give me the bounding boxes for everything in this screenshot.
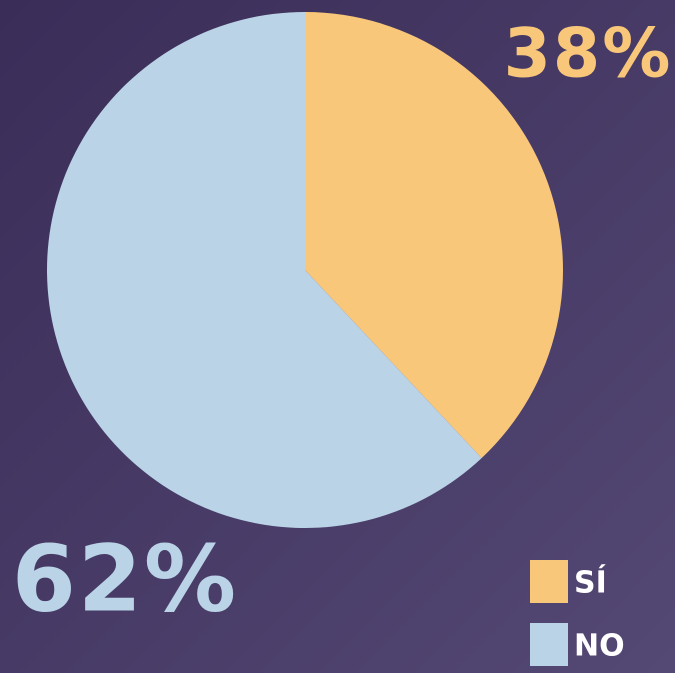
value-label: 38%	[504, 15, 673, 94]
pie-slice	[46, 12, 482, 529]
pie-slice	[305, 12, 563, 459]
legend-swatch	[530, 623, 568, 666]
legend-label: NO	[574, 629, 625, 664]
value-label: 62%	[12, 525, 238, 632]
legend-label: SÍ	[574, 565, 607, 601]
legend-swatch	[530, 560, 568, 603]
